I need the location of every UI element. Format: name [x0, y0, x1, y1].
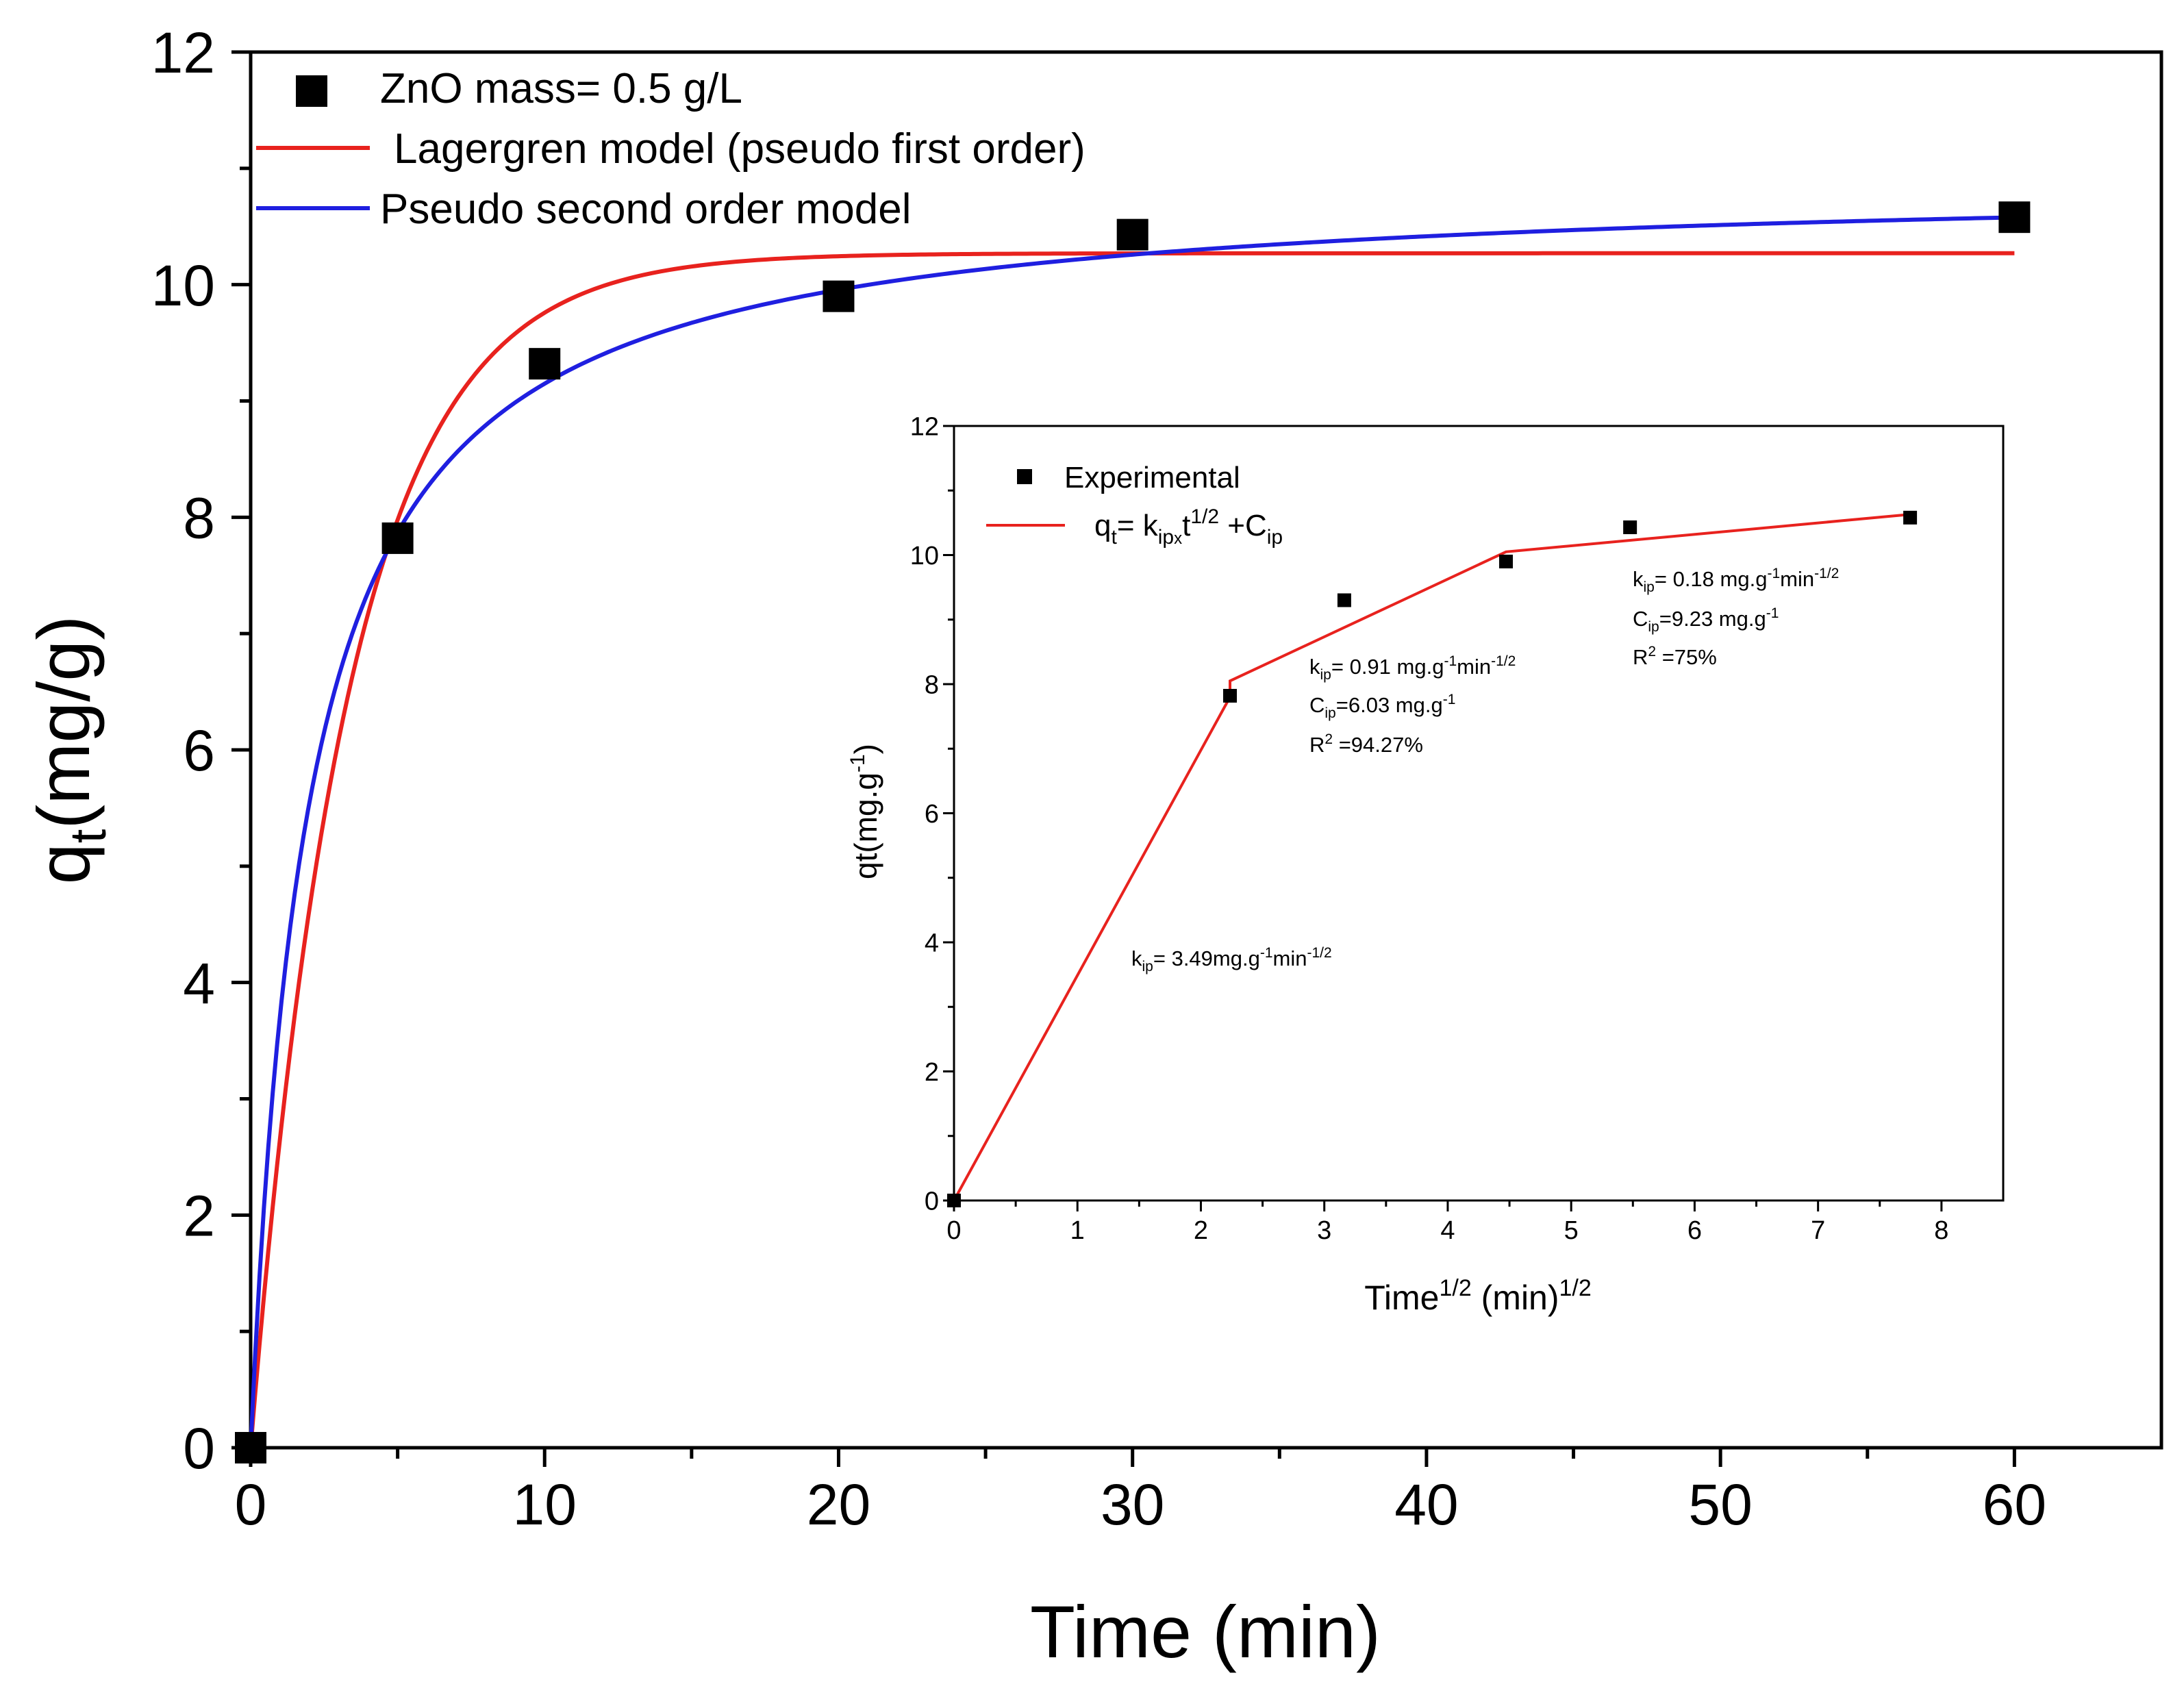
inset-legend-label-experimental: Experimental [1064, 461, 1240, 494]
main-experimental-point [381, 522, 414, 554]
legend-label-pseudo-second: Pseudo second order model [380, 186, 911, 233]
main-experimental-point [1116, 218, 1149, 251]
inset-x-label-base: Time [1364, 1279, 1439, 1317]
main-x-tick-label: 50 [1688, 1472, 1752, 1537]
inset-experimental-point [1623, 520, 1637, 534]
main-y-tick-label: 4 [183, 951, 215, 1016]
main-experimental-point [235, 1432, 266, 1463]
main-experimental-points [235, 201, 2031, 1463]
inset-x-tick-label: 4 [1440, 1216, 1455, 1245]
inset-y-tick-label: 0 [925, 1187, 939, 1216]
inset-x-tick-label: 7 [1811, 1216, 1825, 1245]
main-x-tick-label: 20 [807, 1472, 870, 1537]
fit-name-x-sub: x [1174, 529, 1182, 548]
legend-marker-experimental [296, 75, 327, 107]
annotation-3-line-1: kip= 0.18 mg.g-1min-1/2 [1633, 566, 1839, 595]
main-experimental-point [1998, 201, 2031, 234]
inset-x-label-sup2: 1/2 [1559, 1275, 1592, 1301]
main-x-tick-label: 40 [1394, 1472, 1458, 1537]
main-x-tick-label: 30 [1101, 1472, 1164, 1537]
annotation-3-line-2: Cip=9.23 mg.g-1 [1633, 605, 1779, 635]
inset-legend-marker-experimental [1017, 469, 1032, 484]
inset-y-label-base: qt(mg.g [848, 772, 883, 879]
fit-name-q: q [1094, 509, 1111, 542]
inset-y-axis: 0 2 4 6 8 10 12 [910, 413, 954, 1216]
inset-fit-line [953, 513, 1911, 1201]
inset-x-tick-label: 0 [946, 1216, 961, 1245]
inset-y-tick-label: 8 [925, 671, 939, 700]
main-experimental-point [529, 348, 561, 380]
main-x-tick-label: 60 [1983, 1472, 2046, 1537]
annotation-3-line-3: R2 =75% [1633, 644, 1717, 669]
inset-fit-polyline [953, 513, 1911, 1201]
main-y-axis-label-rest: (mg/g) [22, 616, 105, 829]
inset-x-label-sup1: 1/2 [1439, 1275, 1471, 1301]
inset-y-tick-label: 12 [910, 413, 939, 442]
fit-name-t-sub: t [1111, 526, 1117, 549]
main-legend: ZnO mass= 0.5 g/L Lagergren model (pseud… [256, 65, 1085, 233]
inset-y-axis-label: qt(mg.g-1) [846, 744, 883, 879]
main-y-tick-label: 2 [183, 1184, 215, 1248]
inset-y-tick-label: 6 [925, 800, 939, 829]
inset-x-tick-label: 1 [1070, 1216, 1085, 1245]
inset-legend-label-fit: qt= kipxt1/2 +Cip [1094, 505, 1283, 549]
main-experimental-point [823, 280, 855, 312]
main-model-curves [249, 215, 2015, 1448]
main-y-axis-label-sub: t [60, 829, 116, 843]
inset-experimental-point [947, 1194, 961, 1207]
main-y-tick-label: 10 [151, 253, 215, 318]
inset-y-tick-label: 10 [910, 542, 939, 570]
inset-x-label-mid: (min) [1472, 1279, 1559, 1317]
inset-x-tick-label: 3 [1317, 1216, 1331, 1245]
fit-name-ip-sub: ip [1158, 526, 1174, 549]
inset-y-tick-label: 4 [925, 929, 939, 958]
annotation-2-line-3: R2 =94.27% [1309, 731, 1423, 757]
inset-experimental-point [1223, 688, 1238, 703]
fit-name-half-sup: 1/2 [1190, 505, 1219, 528]
main-x-tick-label: 10 [513, 1472, 577, 1537]
legend-label-lagergren: Lagergren model (pseudo first order) [394, 125, 1085, 173]
inset-x-tick-label: 2 [1194, 1216, 1208, 1245]
inset-legend: Experimental qt= kipxt1/2 +Cip [986, 461, 1283, 549]
inset-y-tick-label: 2 [925, 1058, 939, 1087]
fit-name-t: t [1182, 509, 1190, 542]
inset-x-tick-label: 5 [1564, 1216, 1579, 1245]
inset-y-label-rest: ) [848, 744, 883, 754]
inset-experimental-point [1903, 510, 1918, 525]
inset-x-tick-label: 8 [1934, 1216, 1948, 1245]
annotation-segment-2: kip= 0.91 mg.g-1min-1/2 Cip=6.03 mg.g-1 … [1309, 653, 1516, 757]
inset-experimental-points [947, 510, 1918, 1207]
annotation-2-line-2: Cip=6.03 mg.g-1 [1309, 692, 1455, 721]
inset-y-label-sup: -1 [846, 754, 869, 772]
main-y-axis-label: qt(mg/g) [22, 616, 116, 885]
annotation-segment-1: kip= 3.49mg.g-1min-1/2 [1131, 945, 1332, 975]
inset-experimental-point [1337, 593, 1351, 607]
fit-name-ip-sub-2: ip [1267, 526, 1283, 549]
main-x-tick-label: 0 [235, 1472, 267, 1537]
fit-name-plus-c: +C [1219, 509, 1267, 542]
legend-label-experimental: ZnO mass= 0.5 g/L [380, 65, 742, 112]
main-model-curve-pseudo-second-order [249, 215, 2015, 1448]
main-y-tick-label: 8 [183, 486, 215, 551]
main-x-axis: 0 10 20 30 40 50 60 [235, 1448, 2046, 1537]
main-x-axis-label: Time (min) [1030, 1590, 1381, 1673]
fit-name-eq-k: = k [1117, 509, 1159, 542]
annotation-2-line-1: kip= 0.91 mg.g-1min-1/2 [1309, 653, 1516, 683]
inset-experimental-point [1499, 554, 1514, 568]
inset-plot-frame [953, 425, 2005, 1202]
main-y-tick-label: 12 [151, 21, 215, 85]
annotation-1-line-1: kip= 3.49mg.g-1min-1/2 [1131, 945, 1332, 975]
annotation-segment-3: kip= 0.18 mg.g-1min-1/2 Cip=9.23 mg.g-1 … [1633, 566, 1839, 669]
inset-x-axis: 0 1 2 3 4 5 6 7 8 [946, 1201, 1948, 1245]
main-y-axis-label-base: q [22, 843, 105, 884]
main-y-tick-label: 0 [183, 1416, 215, 1481]
inset-x-tick-label: 6 [1687, 1216, 1702, 1245]
main-y-tick-label: 6 [183, 718, 215, 783]
inset-x-axis-label: Time1/2 (min)1/2 [1364, 1275, 1592, 1317]
